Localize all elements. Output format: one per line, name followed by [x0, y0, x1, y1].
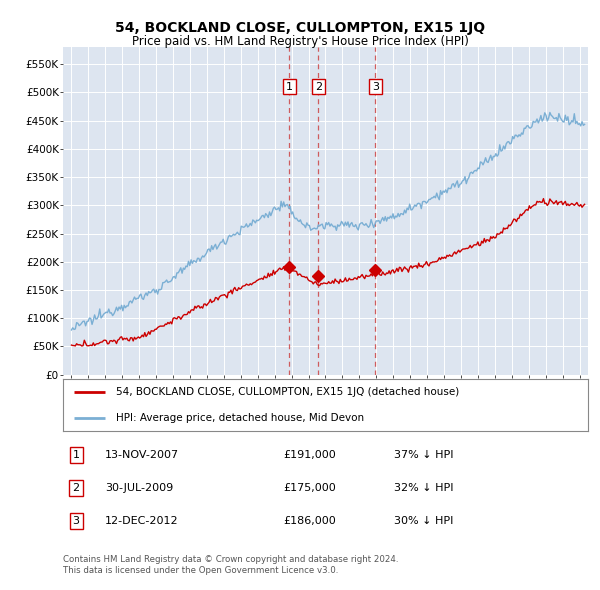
Text: 30-JUL-2009: 30-JUL-2009 [105, 483, 173, 493]
Text: £186,000: £186,000 [284, 516, 336, 526]
Text: 3: 3 [73, 516, 80, 526]
Text: 32% ↓ HPI: 32% ↓ HPI [394, 483, 453, 493]
Text: 13-NOV-2007: 13-NOV-2007 [105, 450, 179, 460]
Text: 1: 1 [286, 82, 293, 91]
Text: 30% ↓ HPI: 30% ↓ HPI [394, 516, 453, 526]
Text: 12-DEC-2012: 12-DEC-2012 [105, 516, 179, 526]
Text: 54, BOCKLAND CLOSE, CULLOMPTON, EX15 1JQ (detached house): 54, BOCKLAND CLOSE, CULLOMPTON, EX15 1JQ… [115, 387, 459, 396]
Text: Price paid vs. HM Land Registry's House Price Index (HPI): Price paid vs. HM Land Registry's House … [131, 35, 469, 48]
Text: Contains HM Land Registry data © Crown copyright and database right 2024.: Contains HM Land Registry data © Crown c… [63, 555, 398, 563]
Text: HPI: Average price, detached house, Mid Devon: HPI: Average price, detached house, Mid … [115, 413, 364, 422]
Text: 54, BOCKLAND CLOSE, CULLOMPTON, EX15 1JQ: 54, BOCKLAND CLOSE, CULLOMPTON, EX15 1JQ [115, 21, 485, 35]
Text: 2: 2 [315, 82, 322, 91]
Text: This data is licensed under the Open Government Licence v3.0.: This data is licensed under the Open Gov… [63, 566, 338, 575]
Text: 3: 3 [372, 82, 379, 91]
Text: 2: 2 [73, 483, 80, 493]
Text: £175,000: £175,000 [284, 483, 336, 493]
Text: £191,000: £191,000 [284, 450, 336, 460]
Text: 37% ↓ HPI: 37% ↓ HPI [394, 450, 453, 460]
Text: 1: 1 [73, 450, 80, 460]
